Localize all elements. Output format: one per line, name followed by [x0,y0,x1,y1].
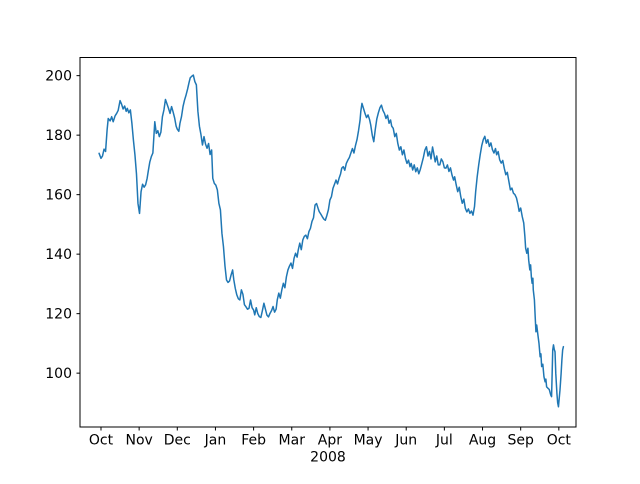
x-tick-label: Nov [125,433,152,449]
y-tick-label: 160 [45,187,72,203]
y-tick-label: 200 [45,68,72,84]
x-tick-label: Aug [469,433,496,449]
price-line [98,74,565,408]
x-tick-label: Oct [89,433,114,449]
x-tick-label: Jun [394,433,417,449]
axes-spines [79,57,577,428]
x-tick-label: Apr [318,433,342,449]
y-tick-label: 120 [45,306,72,322]
y-tick-label: 180 [45,128,72,144]
x-tick-label: Dec [164,433,191,449]
x-tick-label: Oct [547,433,572,449]
x-tick-label: Mar [279,433,306,449]
y-tick-label: 140 [45,247,72,263]
y-tick-label: 100 [45,366,72,382]
x-tick-label: Feb [241,433,266,449]
x-tick-label: May [354,433,383,449]
x-tick-label: Jan [204,433,227,449]
x-axis-label: 2008 [310,450,346,466]
x-tick-label: Sep [507,433,534,449]
y-axis: 100 120 140 160 180 200 [45,68,80,382]
plot-area [79,57,577,428]
data-series [98,74,565,408]
x-tick-label: Jul [435,433,453,449]
x-axis: Oct Nov Dec Jan Feb Mar Apr May Jun Jul Aug Sep Oct [89,427,572,449]
